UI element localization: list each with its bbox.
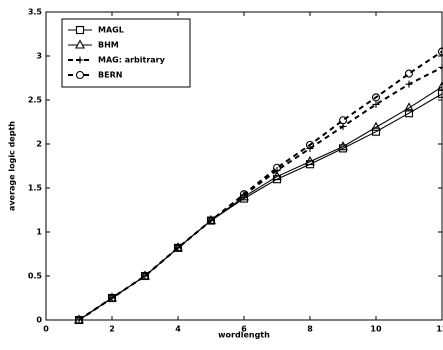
y-tick-label: 1.5 (28, 184, 43, 193)
marker (75, 25, 85, 35)
marker (173, 243, 183, 252)
y-tick-label: 2.5 (28, 96, 43, 105)
marker (372, 100, 380, 108)
marker (371, 121, 381, 131)
y-tick-label: 1 (36, 228, 42, 237)
marker (371, 93, 381, 102)
marker (141, 272, 149, 280)
marker (75, 39, 85, 49)
marker (404, 102, 414, 112)
marker (272, 163, 282, 172)
marker (437, 81, 443, 91)
series-line (78, 86, 443, 321)
marker (206, 216, 216, 225)
marker (437, 47, 443, 56)
legend-label: MAG: arbitrary (98, 56, 166, 65)
x-tick-label: 4 (175, 325, 181, 334)
marker (239, 191, 249, 201)
marker (404, 109, 414, 118)
marker (174, 244, 182, 252)
marker (338, 140, 348, 151)
x-tick-label: 2 (109, 325, 115, 334)
marker (74, 315, 84, 325)
y-tick-label: 3 (36, 52, 42, 61)
marker (239, 190, 249, 199)
marker (405, 80, 413, 88)
marker (305, 140, 315, 149)
series-line (78, 50, 443, 321)
x-tick-label: 0 (43, 325, 49, 334)
marker (107, 293, 117, 303)
x-tick-label: 10 (370, 325, 382, 334)
y-tick-label: 2 (36, 140, 42, 149)
legend-label: BERN (98, 71, 122, 80)
marker (76, 56, 84, 64)
marker (438, 63, 443, 71)
marker (371, 127, 381, 136)
legend-label: BHM (98, 41, 119, 50)
marker (305, 155, 315, 166)
marker (75, 70, 85, 80)
x-tick-label: 6 (241, 325, 247, 334)
y-axis-label: average logic depth (8, 121, 17, 211)
marker (272, 170, 282, 181)
y-tick-label: 0.5 (28, 272, 43, 281)
x-axis-label: wordlength (218, 331, 270, 340)
series-line (78, 93, 443, 321)
marker (338, 116, 348, 125)
marker (140, 271, 150, 281)
legend-label: MAGL (98, 26, 124, 35)
y-tick-label: 0 (36, 316, 42, 325)
y-tick-label: 3.5 (28, 8, 43, 17)
marker (404, 69, 414, 78)
x-tick-label: 8 (307, 325, 313, 334)
x-tick-label: 12 (436, 325, 443, 334)
series-line (78, 66, 443, 321)
